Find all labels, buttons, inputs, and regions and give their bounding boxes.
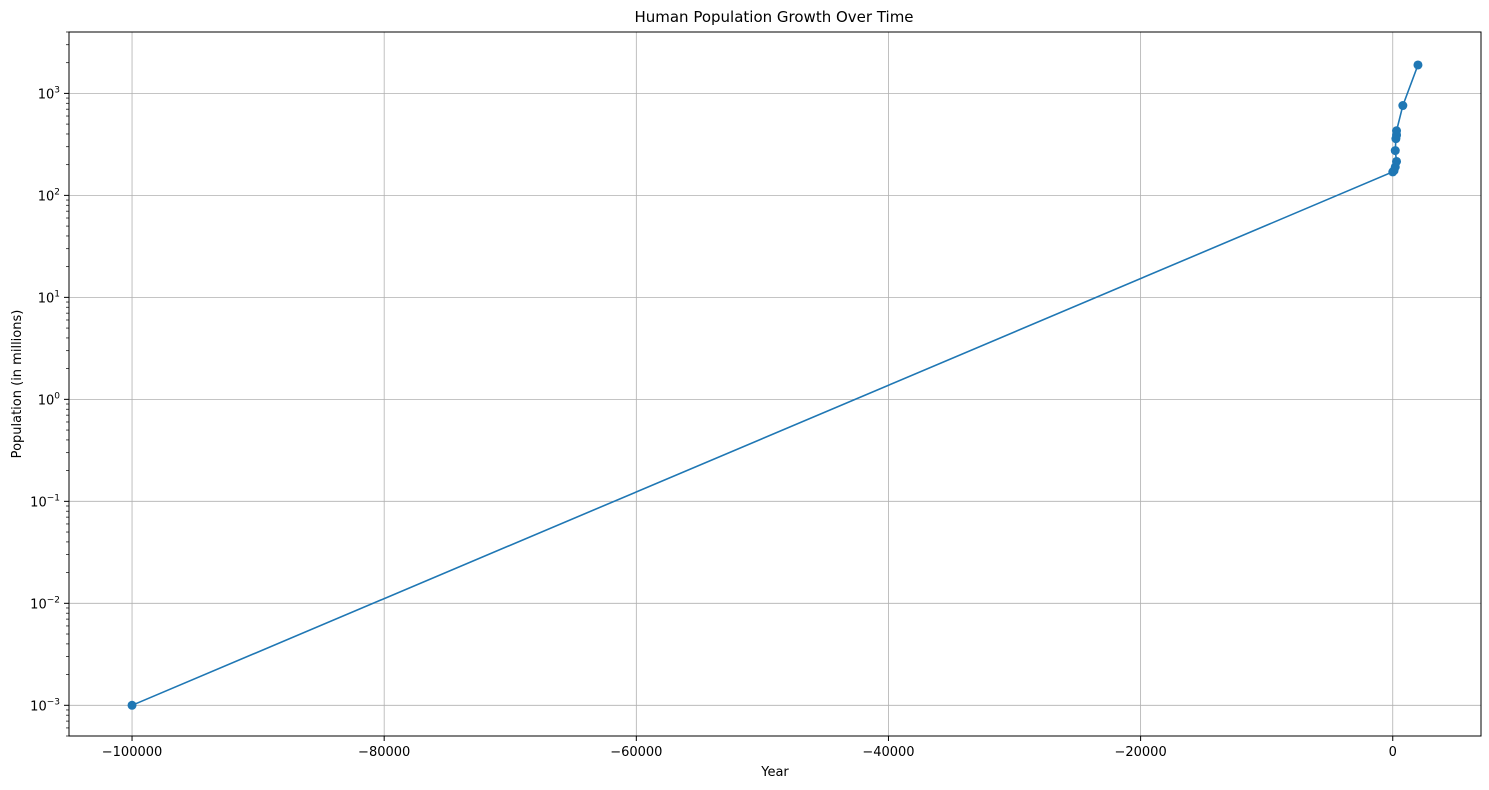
grid bbox=[69, 32, 1481, 736]
x-tick-label: −60000 bbox=[610, 745, 662, 760]
data-point bbox=[1392, 156, 1402, 166]
plot-frame bbox=[68, 31, 1482, 737]
x-tick-label: −20000 bbox=[1114, 745, 1166, 760]
y-tick-label: 103 bbox=[38, 85, 60, 102]
data-point bbox=[1392, 126, 1402, 136]
y-tick-label: 10−1 bbox=[30, 493, 60, 510]
data-point bbox=[1413, 60, 1423, 70]
y-tick-label: 10−2 bbox=[30, 595, 60, 612]
x-axis-title: Year bbox=[760, 765, 789, 780]
y-tick-label: 101 bbox=[38, 289, 60, 306]
x-tick-label: −80000 bbox=[358, 745, 410, 760]
data-point bbox=[1390, 146, 1400, 156]
y-tick-label: 100 bbox=[38, 391, 61, 408]
y-axis-ticks: 10−3 10−2 10−1 100 101 102 103 bbox=[30, 31, 69, 737]
chart-title: Human Population Growth Over Time bbox=[634, 8, 913, 26]
x-tick-label: −100000 bbox=[102, 745, 163, 760]
y-tick-label: 102 bbox=[38, 187, 60, 204]
y-axis-title: Population (in millions) bbox=[10, 310, 25, 459]
data-point bbox=[127, 700, 137, 710]
y-tick-label: 10−3 bbox=[30, 697, 60, 714]
x-tick-label: −40000 bbox=[862, 745, 914, 760]
series-line bbox=[131, 64, 1419, 707]
data-point bbox=[1398, 101, 1408, 111]
x-axis-ticks: −100000 −80000 −60000 −40000 −20000 0 bbox=[102, 736, 1397, 760]
x-tick-label: 0 bbox=[1389, 745, 1397, 760]
series bbox=[127, 60, 1423, 710]
